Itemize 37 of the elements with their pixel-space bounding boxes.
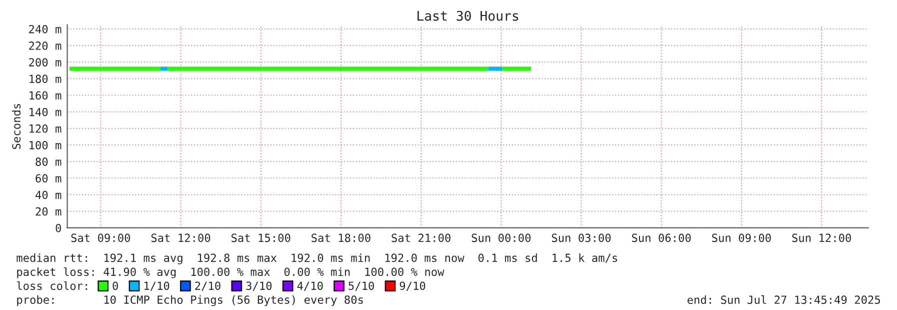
x-tick-label: Sat 15:00 bbox=[232, 234, 290, 242]
x-tick-label: Sat 09:00 bbox=[71, 234, 130, 242]
chart-title: Last 30 Hours bbox=[418, 10, 518, 21]
legend-label: 1/10 bbox=[144, 282, 170, 291]
x-tick-label: Sun 09:00 bbox=[712, 234, 771, 242]
legend-label: 4/10 bbox=[297, 282, 323, 291]
y-tick-label: 200 m bbox=[29, 58, 62, 67]
y-tick-label: 60 m bbox=[36, 174, 62, 183]
x-tick-label: Sun 12:00 bbox=[792, 234, 851, 242]
legend-label: 0 bbox=[112, 282, 118, 290]
x-tick-label: Sun 03:00 bbox=[552, 234, 611, 242]
legend-label: 9/10 bbox=[400, 282, 426, 291]
y-tick-label: 0 bbox=[56, 224, 61, 232]
legend-title: loss color: bbox=[17, 281, 88, 290]
y-axis-title: Seconds bbox=[12, 104, 21, 149]
y-tick-label: 20 m bbox=[36, 207, 62, 216]
text: end: Sun Jul 27 13:45:49 2025 bbox=[688, 295, 880, 304]
x-tick-label: Sun 00:00 bbox=[472, 234, 531, 242]
y-tick-label: 40 m bbox=[36, 190, 62, 200]
legend-label: 2/10 bbox=[195, 282, 220, 291]
legend-label: 5/10 bbox=[348, 282, 374, 291]
legend-label: 3/10 bbox=[246, 282, 272, 291]
y-tick-label: 140 m bbox=[30, 108, 62, 116]
y-tick-label: 220 m bbox=[29, 42, 62, 50]
text: median rtt: 192.1 ms avg 192.8 ms max 192.0 ms min 192.0 ms now 0.1 ms sd 1.5 k am/s bbox=[16, 253, 618, 264]
y-tick-label: 180 m bbox=[30, 74, 62, 84]
y-tick-label: 240 m bbox=[29, 24, 62, 34]
x-tick-label: Sat 18:00 bbox=[312, 234, 370, 242]
x-tick-label: Sat 21:00 bbox=[392, 234, 450, 242]
x-tick-label: Sun 06:00 bbox=[632, 234, 691, 242]
text: packet loss: 41.90 % avg 100.00 % max 0.00 % min 100.00 % now bbox=[17, 267, 444, 278]
y-tick-label: 120 m bbox=[30, 124, 62, 133]
text: probe: 10 ICMP Echo Pings (56 Bytes) every 80s bbox=[17, 295, 363, 306]
x-tick-label: Sat 12:00 bbox=[151, 234, 210, 242]
y-tick-label: 80 m bbox=[36, 158, 62, 166]
y-tick-label: 100 m bbox=[30, 140, 62, 150]
y-tick-label: 160 m bbox=[30, 91, 62, 100]
